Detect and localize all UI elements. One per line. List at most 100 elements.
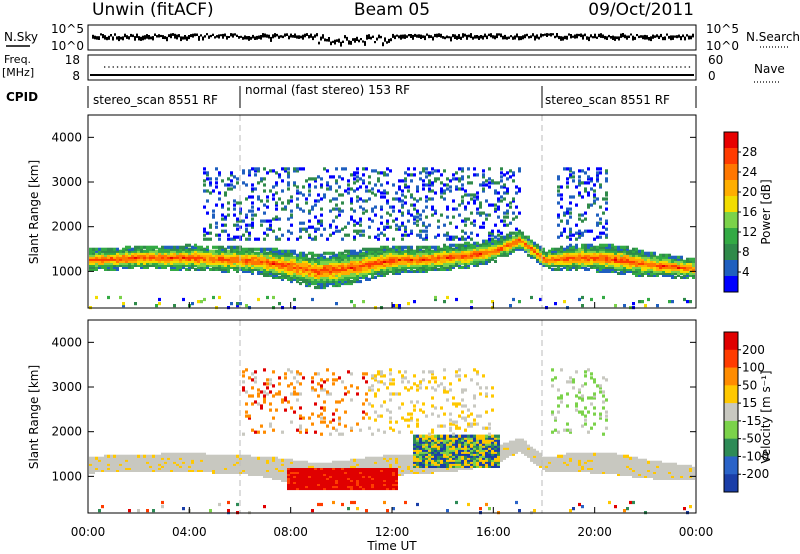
power-cell xyxy=(677,273,680,277)
power-cell xyxy=(578,253,581,257)
power-cell xyxy=(437,225,440,229)
velocity-cell xyxy=(338,400,341,404)
power-cell xyxy=(401,253,404,257)
velocity-cell xyxy=(233,468,236,472)
power-cell xyxy=(554,251,557,255)
nsky-sample xyxy=(148,35,150,40)
power-cell xyxy=(548,253,551,257)
power-cell xyxy=(311,275,314,279)
velocity-cell xyxy=(125,456,128,460)
power-cell xyxy=(572,251,575,255)
power-cell xyxy=(476,197,479,201)
velocity-cell xyxy=(221,454,224,458)
power-cell xyxy=(440,257,443,261)
velocity-cell xyxy=(170,454,173,458)
power-cell xyxy=(647,253,650,257)
power-cell xyxy=(257,269,260,273)
power-cell xyxy=(335,189,338,193)
power-cell xyxy=(101,253,104,257)
velocity-cell xyxy=(173,462,176,466)
power-cell xyxy=(422,167,425,171)
power-cell xyxy=(317,227,320,231)
power-cell xyxy=(311,177,314,181)
power-cell xyxy=(335,207,338,211)
power-cell xyxy=(122,253,125,257)
power-cell xyxy=(461,247,464,251)
power-cell xyxy=(440,187,443,191)
velocity-cell xyxy=(218,464,221,468)
velocity-cell xyxy=(140,454,143,458)
power-cell xyxy=(254,267,257,271)
power-cell xyxy=(302,269,305,273)
velocity-cell xyxy=(95,466,98,470)
velocity-cell xyxy=(317,470,320,474)
power-cell xyxy=(305,269,308,273)
power-cell xyxy=(488,167,491,171)
velocity-cell xyxy=(230,464,233,468)
nsky-sample xyxy=(354,38,356,43)
power-cell xyxy=(317,265,320,269)
power-cell xyxy=(512,249,515,253)
power-cell xyxy=(467,193,470,197)
velocity-cell xyxy=(209,458,212,462)
power-cell xyxy=(119,249,122,253)
power-cell xyxy=(422,257,425,261)
power-cell xyxy=(143,263,146,267)
power-cell xyxy=(437,245,440,249)
power-cell xyxy=(320,283,323,288)
power-cell xyxy=(134,249,137,253)
velocity-cell xyxy=(347,486,350,491)
power-cell xyxy=(368,189,371,193)
power-cell xyxy=(608,243,611,247)
velocity-cell xyxy=(335,468,338,472)
power-cell xyxy=(566,263,569,267)
power-cell xyxy=(632,259,635,263)
power-cell xyxy=(203,251,206,255)
power-cell xyxy=(380,253,383,257)
power-cell xyxy=(443,197,446,201)
power-cell xyxy=(563,261,566,265)
power-cell xyxy=(398,185,401,189)
power-cell xyxy=(146,249,149,253)
power-cell xyxy=(386,219,389,223)
power-cell xyxy=(506,253,509,257)
nsky-sample xyxy=(100,33,102,36)
velocity-cell xyxy=(350,476,353,480)
power-cell xyxy=(392,253,395,257)
power-cell xyxy=(437,253,440,257)
power-cell xyxy=(560,263,563,267)
power-cell xyxy=(374,269,377,273)
power-cell xyxy=(206,173,209,177)
power-cell xyxy=(431,245,434,249)
power-cell xyxy=(491,241,494,245)
power-cell xyxy=(575,267,578,271)
power-cell xyxy=(170,251,173,255)
velocity-cell xyxy=(350,470,353,474)
velocity-cell xyxy=(365,472,368,476)
velocity-cell xyxy=(224,462,227,466)
velocity-cell xyxy=(332,500,335,505)
power-cell xyxy=(566,211,569,215)
power-cell xyxy=(569,251,572,255)
power-cell xyxy=(326,279,329,284)
velocity-cell xyxy=(215,458,218,462)
velocity-cell xyxy=(320,502,323,507)
power-cell xyxy=(653,255,656,259)
power-cell xyxy=(566,259,569,263)
power-cell xyxy=(560,251,563,255)
velocity-cell xyxy=(329,420,332,424)
nsky-sample xyxy=(484,33,486,38)
velocity-cell xyxy=(326,486,329,491)
power-cell xyxy=(506,203,509,207)
power-cell xyxy=(395,191,398,195)
power-cell xyxy=(482,251,485,255)
power-cell xyxy=(518,187,521,191)
velocity-cell xyxy=(185,464,188,468)
velocity-cell xyxy=(92,468,95,472)
power-cell xyxy=(506,235,509,239)
power-cell xyxy=(146,257,149,261)
power-cell xyxy=(341,265,344,269)
power-cell xyxy=(521,235,524,239)
velocity-cell xyxy=(212,462,215,466)
power-cell xyxy=(338,185,341,189)
